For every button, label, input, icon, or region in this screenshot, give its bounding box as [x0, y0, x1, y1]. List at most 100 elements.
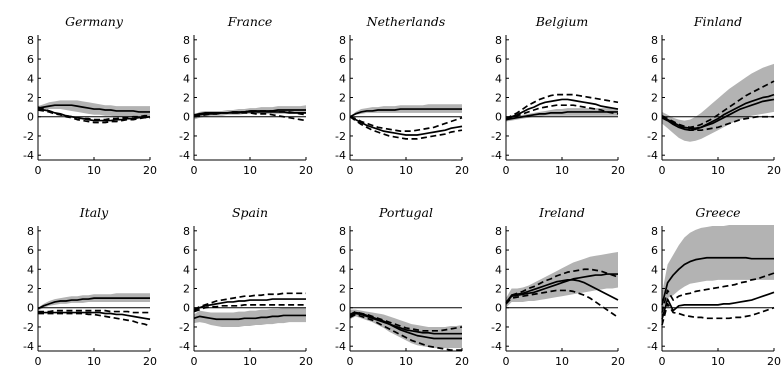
- x-tick-label: 0: [503, 355, 510, 368]
- panel-spain: Spain -4 -2 0 2 4 6 8 0 10 20: [179, 205, 313, 368]
- y-tick-label: 2: [651, 283, 658, 296]
- x-tick-label: 0: [191, 355, 198, 368]
- panel-title: Portugal: [378, 205, 433, 220]
- y-tick-label: -4: [179, 149, 190, 162]
- panel-title: Belgium: [535, 14, 588, 29]
- solid-series-line-1: [193, 109, 306, 118]
- y-tick-label: -4: [335, 149, 346, 162]
- x-tick-label: 20: [767, 355, 781, 368]
- x-tick-label: 20: [143, 355, 157, 368]
- dashed-series-line-4: [661, 303, 775, 326]
- y-tick-label: -4: [23, 340, 34, 353]
- y-tick-label: 0: [651, 111, 658, 124]
- panel-title: Finland: [693, 14, 742, 29]
- solid-series-line-2: [505, 279, 619, 304]
- solid-series-line-2: [349, 115, 463, 136]
- panel-portugal: Portugal -4 -2 0 2 4 6 8 0 10 20: [335, 205, 469, 368]
- x-tick-label: 10: [87, 355, 101, 368]
- x-tick-label: 10: [399, 355, 413, 368]
- y-tick-label: 8: [495, 225, 502, 238]
- y-tick-label: 6: [183, 244, 190, 257]
- dashed-series-line-3: [349, 116, 463, 140]
- x-tick-label: 20: [143, 164, 157, 177]
- x-tick-label: 20: [299, 355, 313, 368]
- panel-title: Spain: [232, 205, 268, 220]
- y-tick-label: -2: [647, 321, 658, 334]
- y-tick-label: 8: [339, 225, 346, 238]
- y-tick-label: -4: [491, 340, 502, 353]
- y-tick-label: 8: [339, 34, 346, 47]
- solid-series-line-2: [38, 311, 151, 321]
- x-tick-label: 20: [767, 164, 781, 177]
- solid-series-line-1: [349, 311, 462, 340]
- y-tick-label: -4: [23, 149, 34, 162]
- y-tick-label: -2: [335, 321, 346, 334]
- x-tick-label: 20: [455, 164, 469, 177]
- y-tick-label: -2: [647, 130, 658, 143]
- panel-greece: Greece -4 -2 0 2 4 6 8 0 10 20: [647, 205, 781, 368]
- y-tick-label: 8: [495, 34, 502, 47]
- confidence-band: [662, 63, 774, 142]
- y-tick-label: -2: [491, 321, 502, 334]
- panel-title: Germany: [65, 14, 124, 29]
- y-tick-label: 2: [183, 92, 190, 105]
- y-tick-label: 2: [27, 283, 34, 296]
- x-tick-label: 0: [659, 355, 666, 368]
- solid-series-line-2: [661, 291, 775, 320]
- y-tick-label: -2: [335, 130, 346, 143]
- dashed-series-line-4: [505, 104, 619, 121]
- panel-title: Netherlands: [366, 14, 446, 29]
- x-tick-label: 10: [711, 164, 725, 177]
- y-tick-label: 0: [339, 111, 346, 124]
- x-tick-label: 20: [455, 355, 469, 368]
- y-tick-label: 4: [495, 263, 502, 276]
- confidence-band: [506, 251, 618, 308]
- confidence-band: [350, 104, 462, 117]
- dashed-series-line-4: [38, 312, 151, 327]
- y-tick-label: 8: [651, 34, 658, 47]
- y-tick-label: 6: [651, 53, 658, 66]
- y-tick-label: 8: [183, 34, 190, 47]
- solid-series-line-1: [193, 314, 306, 321]
- panel-ireland: Ireland -4 -2 0 2 4 6 8 0 10 20: [491, 205, 625, 368]
- solid-series-line-1: [661, 93, 775, 132]
- dashed-series-line-3: [661, 272, 775, 313]
- y-tick-label: 6: [495, 53, 502, 66]
- y-tick-label: -4: [647, 149, 658, 162]
- confidence-band: [662, 225, 774, 313]
- solid-series-line-2: [661, 98, 775, 130]
- y-tick-label: 6: [183, 53, 190, 66]
- x-tick-label: 10: [87, 164, 101, 177]
- dashed-series-line-4: [193, 304, 306, 313]
- x-tick-label: 0: [659, 164, 666, 177]
- y-tick-label: 8: [651, 225, 658, 238]
- dashed-series-line-4: [505, 289, 619, 319]
- x-tick-label: 20: [611, 355, 625, 368]
- x-tick-label: 0: [35, 355, 42, 368]
- y-tick-label: -2: [179, 321, 190, 334]
- panel-france: France -4 -2 0 2 4 6 8 0 10 20: [179, 14, 313, 177]
- solid-series-line-1: [505, 273, 618, 304]
- y-tick-label: 6: [495, 244, 502, 257]
- x-tick-label: 10: [243, 355, 257, 368]
- panel-finland: Finland -4 -2 0 2 4 6 8 0 10 20: [647, 14, 781, 177]
- x-tick-label: 10: [243, 164, 257, 177]
- dashed-series-line-3: [193, 292, 306, 311]
- dashed-series-line-4: [661, 115, 774, 132]
- y-tick-label: -4: [647, 340, 658, 353]
- y-tick-label: 2: [651, 92, 658, 105]
- dashed-series-line-4: [37, 109, 150, 121]
- panel-title: Ireland: [538, 205, 585, 220]
- solid-series-line-1: [505, 111, 618, 121]
- x-tick-label: 0: [347, 164, 354, 177]
- y-tick-label: 2: [495, 283, 502, 296]
- panel-germany: Germany -4 -2 0 2 4 6 8 0 10 20: [23, 14, 157, 177]
- y-tick-label: 8: [27, 34, 34, 47]
- panel-title: Italy: [79, 205, 109, 220]
- solid-series-line-1: [349, 108, 462, 118]
- solid-series-line-2: [193, 111, 306, 117]
- x-tick-label: 10: [711, 355, 725, 368]
- y-tick-label: -4: [335, 340, 346, 353]
- y-tick-label: 4: [339, 263, 346, 276]
- solid-series-line-1: [661, 256, 774, 306]
